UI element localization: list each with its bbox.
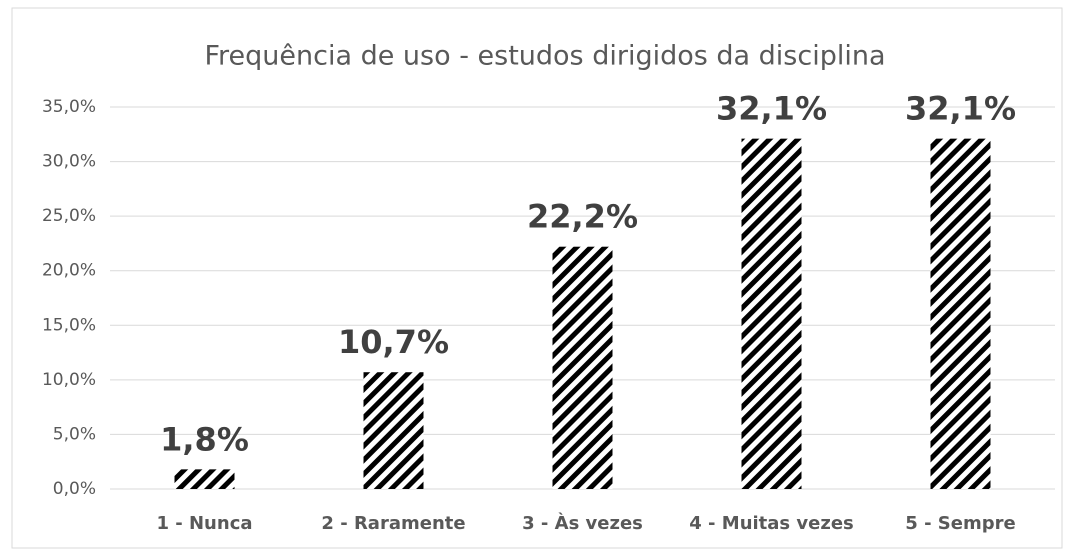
bar [930,138,991,489]
data-label: 32,1% [905,90,1016,128]
y-tick-label: 20,0% [42,261,96,281]
y-tick-label: 10,0% [42,370,96,390]
y-tick-label: 25,0% [42,206,96,226]
y-tick-label: 30,0% [42,152,96,172]
x-tick-label: 4 - Muitas vezes [689,513,854,534]
x-tick-label: 5 - Sempre [905,513,1015,534]
data-label: 32,1% [716,90,827,128]
x-tick-label: 1 - Nunca [156,513,252,534]
y-tick-label: 5,0% [53,424,96,444]
bar [174,469,235,489]
data-label: 22,2% [527,198,638,236]
y-tick-label: 35,0% [42,97,96,117]
bar [741,138,802,489]
data-label: 1,8% [160,420,249,458]
x-tick-label: 3 - Às vezes [522,512,643,534]
data-label: 10,7% [338,323,449,361]
bar [552,246,613,489]
x-tick-label: 2 - Raramente [321,513,465,534]
bar [363,372,424,489]
y-tick-label: 15,0% [42,315,96,335]
y-tick-label: 0,0% [53,479,96,499]
chart-frame [11,7,1063,549]
chart-title: Frequência de uso - estudos dirigidos da… [204,41,885,72]
